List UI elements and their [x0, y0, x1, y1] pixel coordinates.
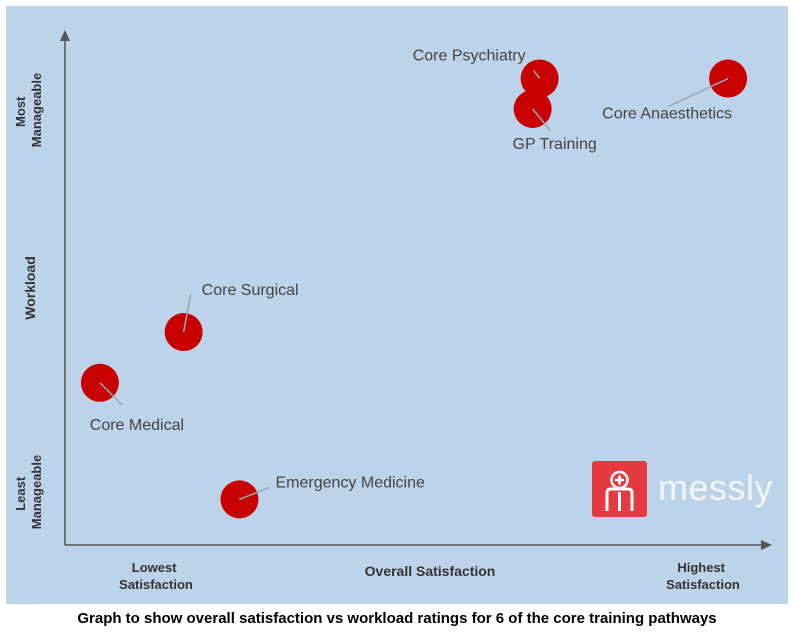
- x-tick-label-low-line2: Satisfaction: [119, 577, 193, 592]
- y-tick-label-low: Least Manageable: [13, 455, 44, 529]
- doctor-plus-icon: [592, 461, 647, 517]
- plot-panel: [6, 6, 788, 604]
- leader-line: [533, 70, 541, 80]
- data-point-label: Emergency Medicine: [276, 474, 426, 491]
- leader-line: [99, 382, 123, 406]
- leader-line: [182, 293, 192, 333]
- data-point-label: Core Anaesthetics: [602, 106, 732, 123]
- data-point-label: GP Training: [513, 136, 597, 153]
- y-tick-label-high-line2: Manageable: [29, 73, 44, 147]
- x-tick-label-low: Lowest Satisfaction: [119, 560, 193, 592]
- data-point-label: Core Medical: [90, 417, 184, 434]
- points-layer: Core Psychiatry GP Training Core Anaesthet…: [80, 48, 748, 519]
- logo-wordmark: messly: [658, 467, 774, 508]
- x-axis-arrow: [761, 540, 772, 550]
- x-tick-label-low-line1: Lowest: [132, 560, 177, 575]
- data-point-label: Core Psychiatry: [413, 48, 526, 65]
- y-tick-label-low-line2: Manageable: [29, 455, 44, 529]
- y-tick-label-high: Most Manageable: [13, 73, 44, 147]
- x-axis-label: Overall Satisfaction: [365, 563, 496, 579]
- x-tick-label-high: Highest Satisfaction: [666, 560, 740, 592]
- chart-caption: Graph to show overall satisfaction vs wo…: [77, 610, 717, 627]
- leader-line: [239, 486, 270, 501]
- y-tick-label-high-line1: Most: [13, 96, 28, 127]
- y-tick-label-low-line1: Least: [13, 476, 28, 511]
- x-tick-label-high-line1: Highest: [677, 560, 725, 575]
- messly-logo: messly: [592, 461, 774, 519]
- data-point-label: Core Surgical: [202, 282, 299, 299]
- leader-line: [667, 77, 729, 108]
- y-axis-arrow: [60, 30, 70, 41]
- x-tick-label-high-line2: Satisfaction: [666, 577, 740, 592]
- y-axis-label: Workload: [22, 256, 38, 320]
- leader-line: [532, 108, 552, 132]
- doctor-plus-icon-glyph: [605, 470, 634, 511]
